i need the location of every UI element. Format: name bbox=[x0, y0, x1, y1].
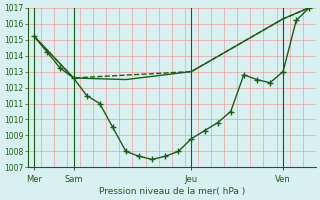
X-axis label: Pression niveau de la mer( hPa ): Pression niveau de la mer( hPa ) bbox=[99, 187, 245, 196]
